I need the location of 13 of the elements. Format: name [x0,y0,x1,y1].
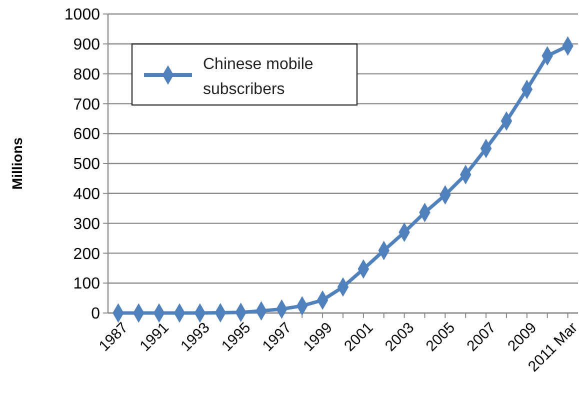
y-tick-label: 0 [91,306,100,323]
y-tick-label: 900 [73,36,100,54]
y-tick-label: 600 [73,126,100,144]
y-axis-title: Millions [9,137,25,190]
y-tick-label: 200 [73,246,100,263]
y-tick-label: 700 [73,96,100,114]
y-tick-label: 300 [73,216,100,233]
y-tick-label: 100 [73,276,100,293]
y-tick-label: 1000 [64,6,100,24]
y-tick-label: 400 [73,186,100,203]
legend-label: Chinese mobile subscribers [203,56,314,98]
y-tick-label: 800 [73,66,100,84]
y-tick-label: 500 [73,156,100,174]
